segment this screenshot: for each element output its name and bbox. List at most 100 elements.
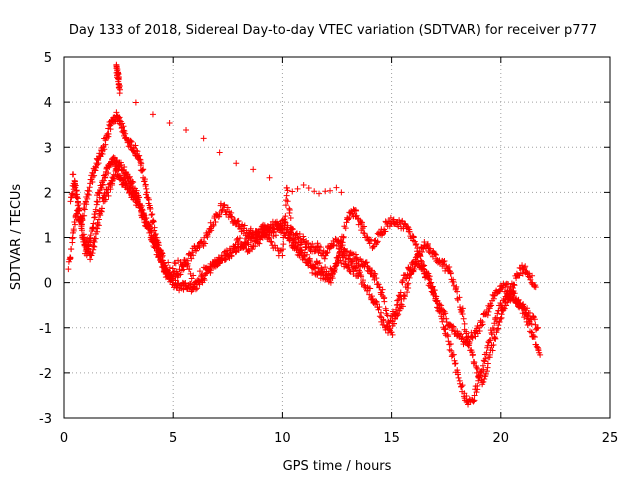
data-point-sample: [361, 230, 368, 237]
data-point-sample: [81, 206, 88, 213]
data-point-sample: [116, 114, 123, 121]
data-point-sample: [381, 298, 388, 305]
x-tick-label: 20: [493, 431, 510, 446]
data-point-sample: [177, 259, 184, 266]
y-tick-label: -2: [39, 367, 52, 382]
data-point-sample: [207, 269, 214, 276]
data-point-sample: [459, 382, 466, 389]
data-point-sample: [380, 321, 387, 328]
data-point-sample: [252, 243, 259, 250]
data-point-sample: [74, 199, 81, 206]
data-point-sample: [235, 217, 242, 224]
data-point-sample: [382, 326, 389, 333]
data-point-sample: [347, 249, 354, 256]
data-point-sample: [207, 219, 214, 226]
data-point-sample: [323, 250, 330, 257]
data-point-sample: [410, 268, 417, 275]
data-point-sample: [221, 256, 228, 263]
data-point: [65, 266, 72, 273]
data-point-sample: [323, 271, 330, 278]
data-point-sample: [87, 235, 94, 242]
data-point-sample: [410, 233, 417, 240]
data-point-sample: [397, 289, 404, 296]
data-point-sample: [189, 249, 196, 256]
data-point-sample: [429, 283, 436, 290]
data-point-sample: [349, 210, 356, 217]
data-point-sample: [294, 185, 301, 192]
data-point-sample: [149, 211, 156, 218]
data-point-sample: [454, 296, 461, 303]
data-point-sample: [244, 233, 251, 240]
data-point-sample: [530, 333, 537, 340]
data-point-sample: [298, 247, 305, 254]
data-point-sample: [228, 214, 235, 221]
data-point-sample: [95, 222, 102, 229]
y-tick-label: -1: [39, 322, 52, 337]
data-point-sample: [450, 278, 457, 285]
data-point: [395, 311, 402, 318]
data-point-sample: [352, 251, 359, 258]
data-point-sample: [446, 341, 453, 348]
data-point-sample: [280, 234, 287, 241]
data-point-sample: [293, 239, 300, 246]
data-point-sample: [195, 278, 202, 285]
data-point-sample: [281, 216, 288, 223]
data-point-sample: [344, 247, 351, 254]
data-point-sample: [150, 217, 157, 224]
data-point-sample: [256, 240, 263, 247]
data-point-sample: [196, 277, 203, 284]
data-point-sample: [289, 188, 296, 195]
data-point-sample: [163, 267, 170, 274]
data-point-sample: [216, 149, 223, 156]
data-point-sample: [81, 212, 88, 219]
data-point-sample: [476, 327, 483, 334]
data-point-sample: [531, 333, 538, 340]
data-point-sample: [233, 160, 240, 167]
data-point-sample: [223, 256, 230, 263]
data-point-sample: [479, 321, 486, 328]
data-point-sample: [151, 224, 158, 231]
data-point-sample: [145, 196, 152, 203]
data-point: [301, 252, 308, 259]
data-point-sample: [274, 245, 281, 252]
data-point-sample: [461, 320, 468, 327]
data-point-sample: [496, 319, 503, 326]
data-point-sample: [102, 141, 109, 148]
data-point-sample: [426, 245, 433, 252]
data-point-sample: [101, 146, 108, 153]
data-point-sample: [73, 187, 80, 194]
data-point-sample: [497, 315, 504, 322]
data-point-sample: [267, 238, 274, 245]
data-point-sample: [533, 325, 540, 332]
data-point-sample: [287, 224, 294, 231]
data-point-sample: [283, 229, 290, 236]
data-point: [451, 360, 458, 367]
data-point-sample: [358, 219, 365, 226]
data-point-sample: [140, 166, 147, 173]
data-point-sample: [188, 281, 195, 288]
data-point-sample: [142, 182, 149, 189]
data-point-sample: [403, 275, 410, 282]
data-point-sample: [450, 323, 457, 330]
data-point-sample: [159, 257, 166, 264]
data-point: [392, 306, 399, 313]
data-point-sample: [352, 264, 359, 271]
data-point-sample: [356, 269, 363, 276]
data-point-sample: [348, 262, 355, 269]
data-point-sample: [115, 70, 122, 77]
data-point-sample: [401, 293, 408, 300]
data-point-sample: [446, 264, 453, 271]
data-point-sample: [406, 228, 413, 235]
data-point-sample: [459, 305, 466, 312]
y-tick-label: -3: [39, 412, 52, 427]
data-point-sample: [236, 235, 243, 242]
data-point-sample: [418, 258, 425, 265]
data-point-sample: [371, 270, 378, 277]
data-point-sample: [484, 312, 491, 319]
data-point-sample: [314, 240, 321, 247]
data-point-sample: [110, 154, 117, 161]
data-point-sample: [321, 255, 328, 262]
data-point-sample: [452, 360, 459, 367]
data-point-sample: [250, 166, 257, 173]
data-point-sample: [311, 188, 318, 195]
